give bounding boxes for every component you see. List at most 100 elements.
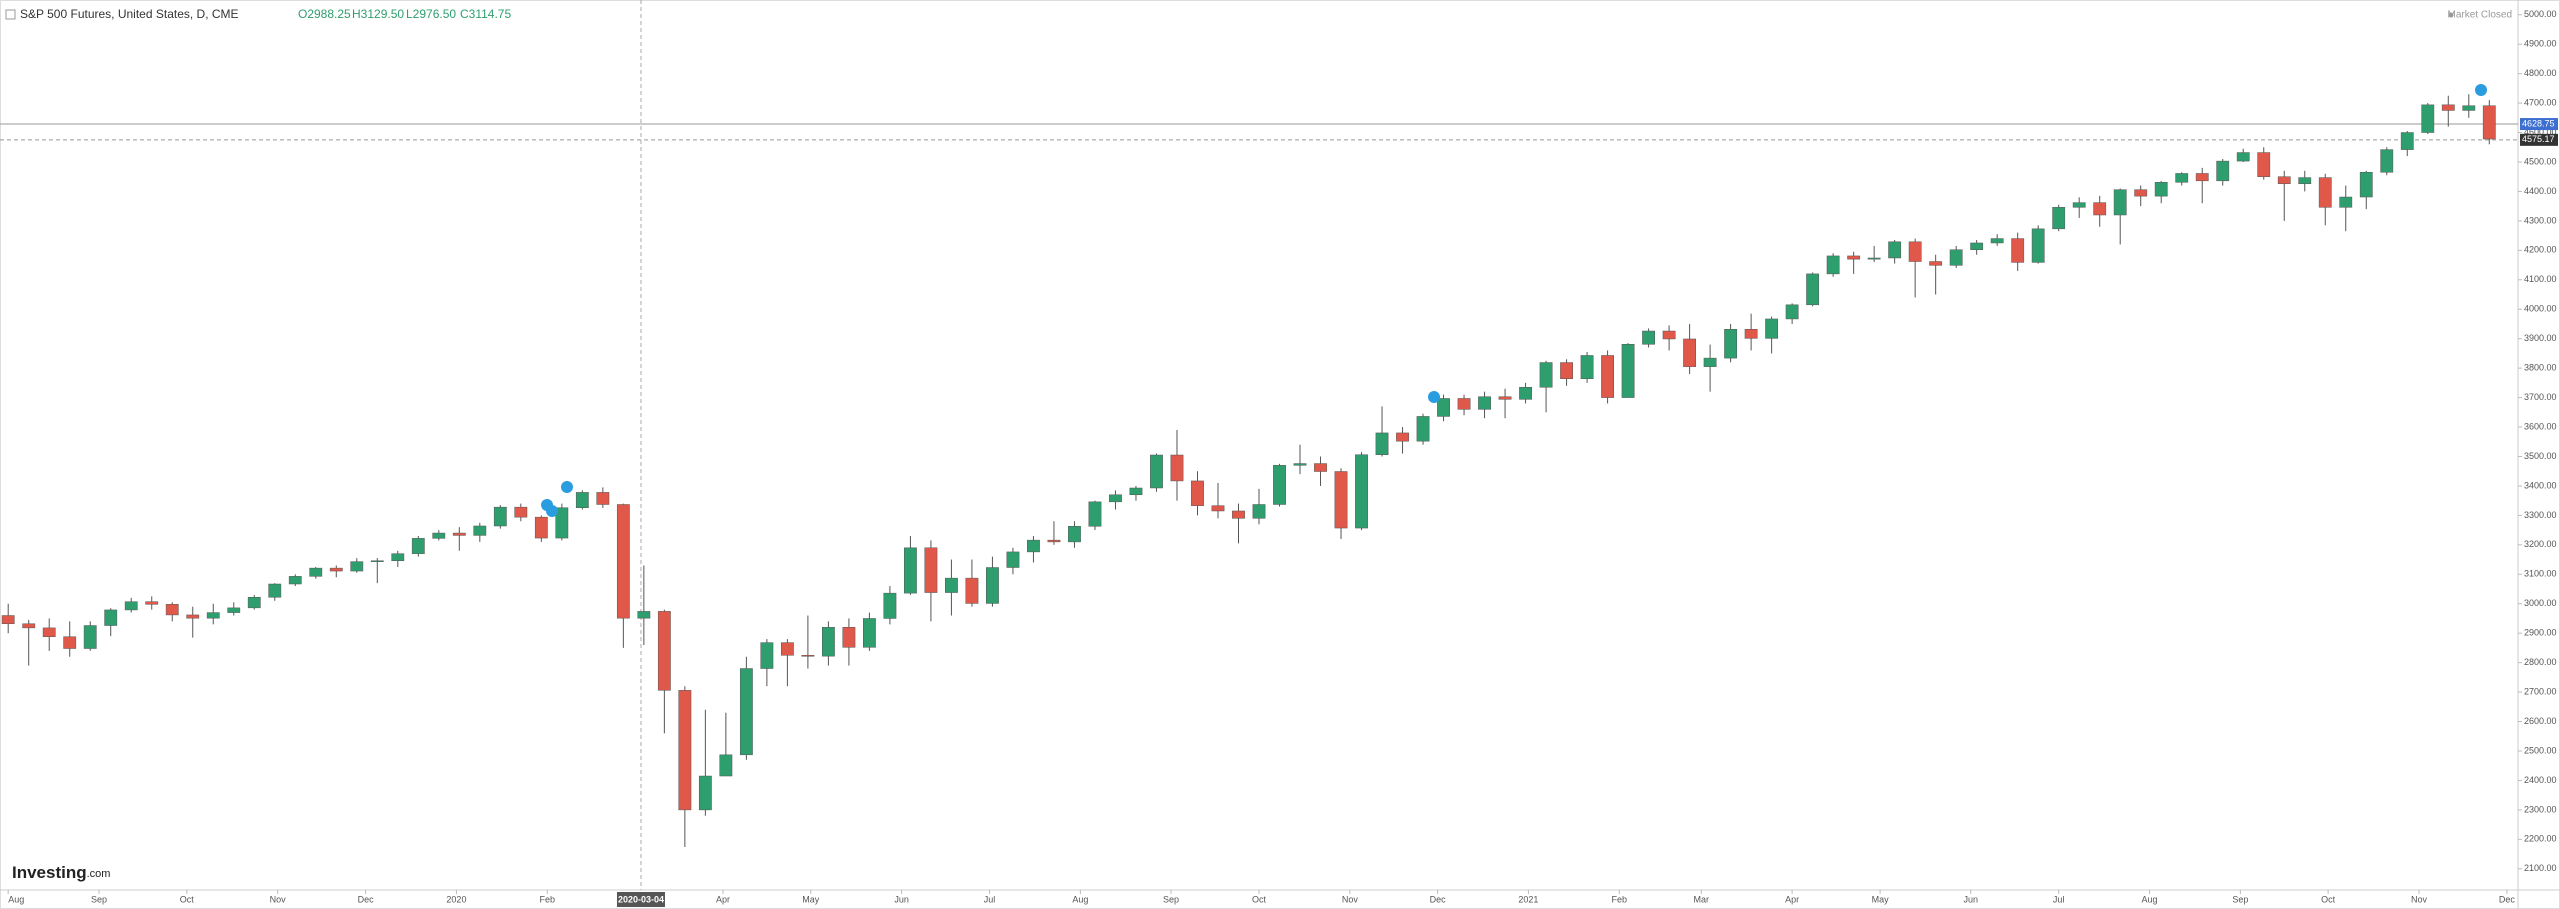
candle-body	[145, 601, 159, 605]
candle-body	[432, 532, 446, 539]
candle-body	[1027, 539, 1040, 553]
y-tick-label: 3800.00	[2524, 363, 2557, 373]
candle-body	[473, 525, 487, 536]
current-price-label: 4575.17	[2522, 134, 2555, 144]
y-tick-label: 4500.00	[2524, 156, 2557, 166]
candle-body	[2318, 177, 2332, 208]
candle-body	[1498, 396, 1512, 400]
candle-body	[596, 492, 610, 505]
candle-body	[1621, 344, 1635, 398]
x-tick-label: Dec	[1430, 894, 1447, 904]
candle-body	[2339, 196, 2353, 208]
candle-body	[1683, 338, 1697, 367]
candle-body	[1006, 551, 1020, 568]
y-tick-label: 4800.00	[2524, 68, 2557, 78]
candle-body	[1642, 330, 1655, 345]
candle-body	[350, 561, 364, 572]
candle-body	[904, 547, 917, 594]
event-marker[interactable]	[561, 481, 573, 493]
ohlc-low: L2976.50	[406, 7, 456, 21]
candle-body	[2298, 177, 2312, 185]
candle-body	[63, 636, 77, 649]
x-tick-label: Aug	[8, 894, 24, 904]
y-tick-label: 3600.00	[2524, 421, 2557, 431]
candle-body	[370, 560, 384, 562]
candle-body	[411, 538, 425, 554]
collapse-icon[interactable]	[5, 9, 16, 20]
event-marker[interactable]	[1428, 391, 1440, 403]
y-tick-label: 4900.00	[2524, 39, 2557, 49]
y-tick-label: 2600.00	[2524, 716, 2557, 726]
x-tick-label: Sep	[91, 894, 107, 904]
y-tick-label: 4200.00	[2524, 245, 2557, 255]
y-tick-label: 4000.00	[2524, 304, 2557, 314]
candle-body	[1047, 539, 1061, 543]
x-tick-label: Dec	[2499, 894, 2516, 904]
candle-body	[2216, 160, 2230, 182]
x-tick-label: 2020	[446, 894, 466, 904]
candle-body	[1314, 463, 1327, 472]
candle-body	[1252, 504, 1266, 519]
candle-body	[1724, 329, 1738, 359]
market-status: Market Closed	[2448, 10, 2512, 21]
x-tick-label: May	[802, 894, 820, 904]
candle-body	[42, 627, 56, 637]
x-tick-label: Oct	[1252, 894, 1267, 904]
candle-body	[1150, 454, 1163, 489]
candle-body	[2134, 189, 2148, 197]
candle-body	[1601, 355, 1614, 398]
candle-body	[760, 642, 774, 669]
candle-body	[329, 567, 343, 572]
candle-body	[1744, 329, 1758, 339]
candle-body	[1970, 242, 1984, 250]
candle-body	[2195, 173, 2209, 182]
candle-body	[739, 668, 753, 756]
candle-body	[124, 601, 138, 611]
candle-body	[391, 553, 405, 561]
candle-body	[1129, 487, 1143, 496]
y-tick-label: 2100.00	[2524, 863, 2557, 873]
event-marker[interactable]	[2475, 84, 2487, 96]
candle-body	[2482, 105, 2496, 140]
y-tick-label: 2700.00	[2524, 686, 2557, 696]
x-tick-label: Feb	[540, 894, 556, 904]
y-tick-label: 3500.00	[2524, 451, 2557, 461]
candle-body	[2052, 207, 2066, 230]
y-tick-label: 2800.00	[2524, 657, 2557, 667]
candle-body	[534, 516, 548, 539]
y-tick-label: 3700.00	[2524, 392, 2557, 402]
candle-body	[165, 604, 179, 616]
y-tick-label: 4700.00	[2524, 97, 2557, 107]
y-tick-label: 3300.00	[2524, 510, 2557, 520]
y-tick-label: 4600.00	[2524, 127, 2557, 137]
x-tick-label: Jul	[984, 894, 996, 904]
candle-body	[801, 655, 815, 657]
candle-body	[2441, 104, 2455, 111]
candle-body	[1437, 398, 1450, 417]
x-tick-label: Apr	[716, 894, 730, 904]
candle-body	[555, 507, 569, 539]
x-tick-label: Jun	[894, 894, 909, 904]
candle-body	[863, 618, 876, 648]
x-tick-label: Jun	[1963, 894, 1978, 904]
candle-body	[1109, 494, 1122, 503]
candle-body	[1560, 362, 1573, 379]
y-tick-label: 2500.00	[2524, 745, 2557, 755]
candle-body	[575, 492, 589, 508]
candle-body	[698, 775, 712, 811]
y-tick-label: 5000.00	[2524, 9, 2557, 19]
ohlc-high: H3129.50	[352, 7, 404, 21]
candle-body	[678, 690, 692, 811]
candle-body	[780, 642, 794, 656]
candle-body	[2072, 202, 2086, 208]
candle-body	[1, 615, 15, 625]
candle-body	[22, 623, 36, 629]
candle-body	[1211, 505, 1225, 512]
x-tick-label: Aug	[2142, 894, 2158, 904]
y-tick-label: 2300.00	[2524, 804, 2557, 814]
event-marker[interactable]	[546, 505, 558, 517]
candle-body	[2093, 202, 2107, 216]
candle-body	[206, 612, 220, 619]
